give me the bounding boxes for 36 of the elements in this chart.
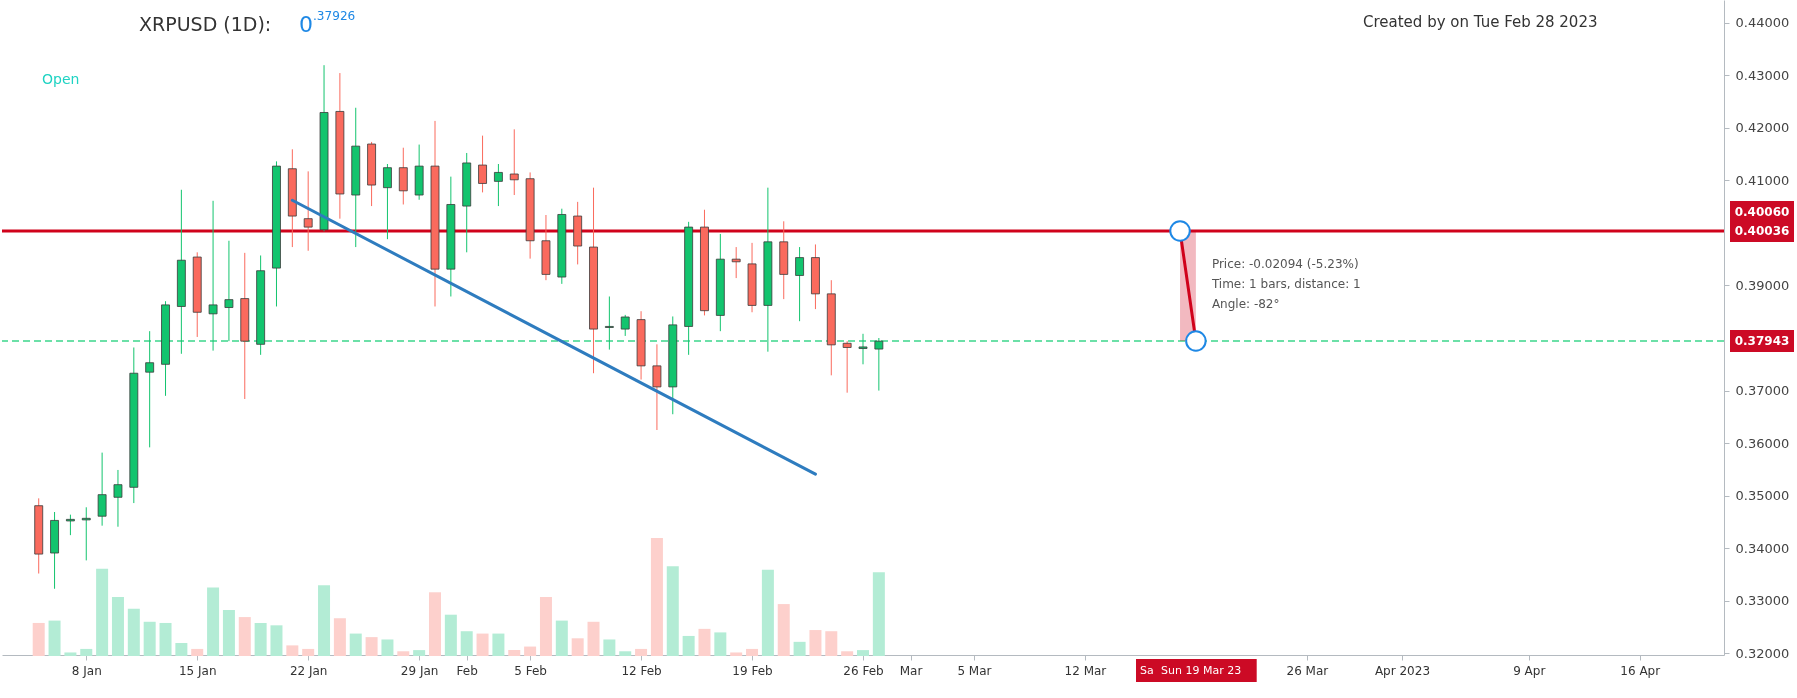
x-tick-label: 16 Apr xyxy=(1620,663,1661,678)
y-tick-label: 0.33000 xyxy=(1735,593,1790,609)
x-tick-label: 29 Jan xyxy=(400,663,439,678)
x-tick-label: 5 Mar xyxy=(957,663,992,678)
x-tick-label: Mar xyxy=(899,663,923,678)
x-tick-label: 22 Jan xyxy=(289,663,328,678)
text: Sa xyxy=(1140,664,1154,677)
y-tick-label: 0.37000 xyxy=(1735,383,1790,399)
x-tick-label: 12 Mar xyxy=(1064,663,1107,678)
annotation: Open xyxy=(42,71,80,87)
text: XRPUSD (1D): xyxy=(139,13,272,35)
text: 0.40060 xyxy=(1734,205,1790,219)
x-tick-label: 12 Feb xyxy=(621,663,662,678)
y-tick-label: 0.35000 xyxy=(1735,488,1790,504)
ref-line-label: 0.40036 xyxy=(1734,223,1790,238)
x-tick-label: 26 Feb xyxy=(843,663,884,678)
annotation: Created by on Tue Feb 28 2023 xyxy=(1363,13,1598,31)
text: Sun 19 Mar 23 xyxy=(1161,664,1242,677)
x-tick-label: Feb xyxy=(456,663,478,678)
y-tick-label: 0.32000 xyxy=(1735,645,1790,661)
x-tick-label: 9 Apr xyxy=(1513,663,1546,678)
y-tick-label: 0.44000 xyxy=(1735,15,1790,31)
y-tick-label: 0.39000 xyxy=(1735,277,1790,293)
x-tick-label: 26 Mar xyxy=(1286,663,1329,678)
y-tick-label: 0.34000 xyxy=(1735,540,1790,556)
y-tick-label: 0.36000 xyxy=(1735,435,1790,451)
x-tick-label: Apr 2023 xyxy=(1374,663,1431,678)
ref-line-label: 0.37943 xyxy=(1734,334,1790,349)
x-tick-label: 8 Jan xyxy=(71,663,102,678)
y-tick-label: 0.42000 xyxy=(1735,120,1790,136)
annotation: Price: -0.02094 (-5.23%) Time: 1 bars, distance: 1 Angle: -82° xyxy=(1210,257,1361,312)
y-tick-label: 0.41000 xyxy=(1735,172,1790,188)
x-tick-label: 19 Feb xyxy=(732,663,773,678)
x-tick-label: 15 Jan xyxy=(178,663,217,678)
x-tick-label: 5 Feb xyxy=(514,663,547,678)
y-tick-label: 0.43000 xyxy=(1735,67,1790,83)
